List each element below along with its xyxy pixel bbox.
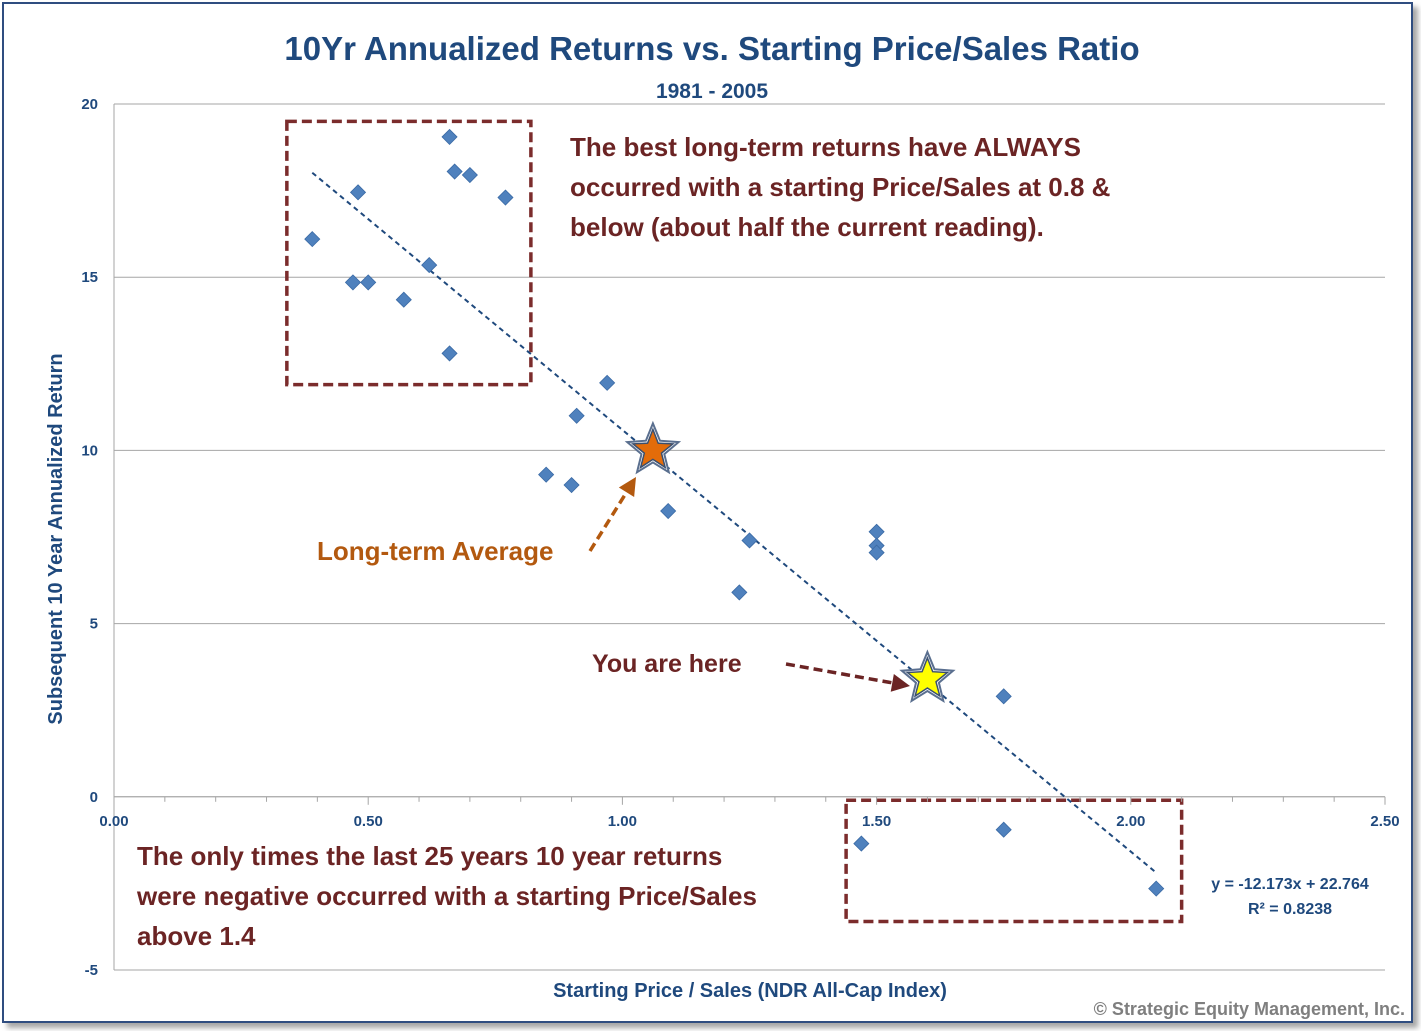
data-point-21 (868, 544, 885, 561)
data-point-19 (868, 523, 885, 540)
data-point-14 (599, 374, 616, 391)
data-point-24 (1148, 880, 1165, 897)
long-term-average-arrow-shaft (588, 491, 628, 552)
high-ps-box (844, 798, 1184, 924)
data-point-layer (304, 128, 1165, 897)
data-point-1 (344, 274, 362, 291)
data-point-13 (568, 407, 585, 424)
copyright-notice: © Strategic Equity Management, Inc. (1094, 999, 1405, 1019)
you-are-here-label: You are here (592, 650, 742, 678)
data-point-2 (349, 184, 367, 201)
you-are-here-star (905, 655, 950, 698)
chart-subtitle: 1981 - 2005 (656, 80, 768, 103)
y-tick-label-5: 20 (81, 96, 98, 113)
data-point-0 (304, 231, 321, 248)
y-tick-label-1: 0 (90, 789, 98, 806)
y-tick-label-2: 5 (90, 616, 98, 633)
data-point-4 (395, 291, 412, 308)
arrow-layer (588, 477, 910, 692)
you-are-here-arrow-shaft (785, 662, 893, 685)
negative-returns-note-line-1: The only times the last 25 years 10 year… (137, 841, 722, 871)
data-point-12 (563, 476, 580, 494)
low-ps-box (285, 119, 533, 387)
y-tick-label-0: -5 (85, 962, 98, 979)
data-point-11 (538, 466, 555, 483)
axis-layer: -5 0 5 10 15 20 0.00 0.50 1.00 1.50 2.00 2.50 (81, 96, 1399, 979)
x-tick-label-4: 2.00 (1116, 813, 1145, 830)
data-point-7 (441, 345, 458, 362)
x-tick-label-5: 2.50 (1370, 813, 1399, 830)
x-tick-label-3: 1.50 (862, 813, 891, 830)
data-point-23 (995, 821, 1012, 838)
x-tick-label-2: 1.00 (608, 813, 637, 830)
negative-returns-note-line-3: above 1.4 (137, 921, 256, 951)
long-term-average-star (630, 427, 675, 470)
data-point-8 (446, 163, 463, 180)
data-point-9 (461, 166, 478, 184)
best-returns-note-line-2: occurred with a starting Price/Sales at … (570, 172, 1110, 202)
data-point-6 (441, 128, 458, 145)
y-tick-label-4: 15 (81, 269, 98, 286)
highlight-box-layer (285, 119, 1184, 924)
best-returns-note-line-3: below (about half the current reading). (570, 212, 1044, 242)
data-point-5 (421, 257, 438, 274)
trendline-layer (311, 171, 1157, 874)
data-point-15 (660, 502, 677, 520)
data-point-10 (497, 189, 514, 206)
long-term-average-label: Long-term Average (317, 536, 553, 566)
data-point-16 (731, 584, 748, 601)
best-returns-note-line-1: The best long-term returns have ALWAYS (570, 132, 1081, 162)
scatter-chart: -5 0 5 10 15 20 0.00 0.50 1.00 1.50 2.00 2.50 10Yr … (45, 30, 1405, 1019)
negative-returns-note-line-2: were negative occurred with a starting P… (136, 881, 757, 911)
you-are-here-arrow-head (890, 673, 910, 692)
data-point-17 (741, 532, 758, 549)
y-tick-label-3: 10 (81, 442, 98, 459)
data-point-18 (853, 835, 870, 852)
trendline-equation: y = -12.173x + 22.764 (1211, 876, 1369, 893)
data-point-22 (995, 688, 1012, 705)
r-squared-value: R² = 0.8238 (1248, 901, 1332, 918)
star-marker-layer (624, 420, 956, 704)
chart-title: 10Yr Annualized Returns vs. Starting Pri… (284, 30, 1139, 67)
long-term-average-arrow-head (618, 477, 636, 498)
trendline (311, 171, 1157, 874)
y-axis-label: Subsequent 10 Year Annualized Return (45, 353, 67, 724)
x-tick-label-1: 0.50 (354, 813, 383, 830)
x-tick-label-0: 0.00 (99, 813, 128, 830)
x-axis-label: Starting Price / Sales (NDR All-Cap Inde… (553, 980, 947, 1002)
data-point-3 (360, 274, 377, 291)
